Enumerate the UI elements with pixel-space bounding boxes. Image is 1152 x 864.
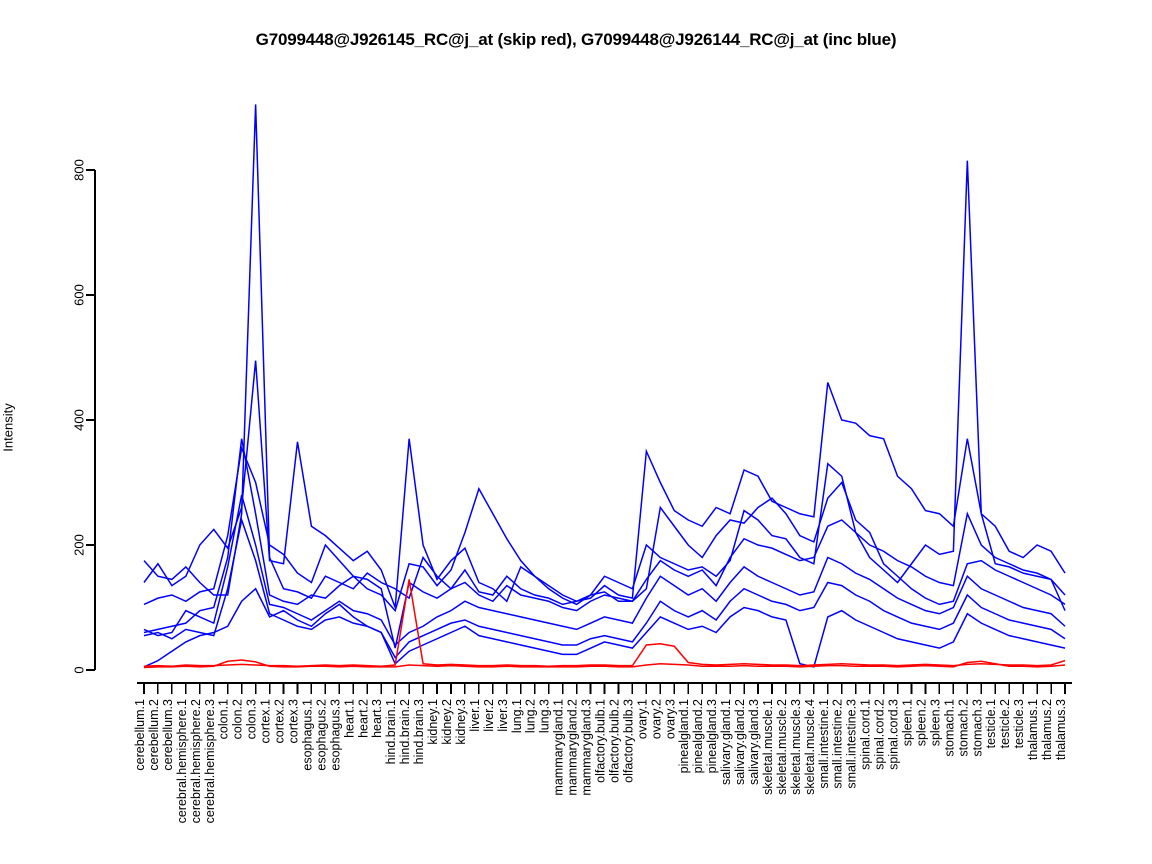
x-tick-label: cerebral.hemisphere.2	[189, 699, 203, 823]
x-tick-label: lung.3	[538, 699, 552, 733]
y-tick-label: 800	[71, 159, 86, 181]
series-line	[143, 494, 1066, 647]
x-tick-label: mammarygland.3	[580, 699, 594, 796]
x-tick-label: skeletal.muscle.1	[761, 699, 775, 795]
x-tick-label: colon.3	[245, 699, 259, 739]
x-axis	[137, 682, 1072, 694]
x-tick-label: pinealgland.2	[691, 699, 705, 773]
x-tick-label: spleen.1	[901, 699, 915, 746]
x-tick-label: esophagus.1	[300, 699, 314, 771]
x-tick-label: cerebral.hemisphere.1	[175, 699, 189, 823]
x-tick-label: cortex.2	[273, 699, 287, 744]
x-tick-label: hind.brain.3	[412, 699, 426, 764]
y-tick-label: 200	[71, 534, 86, 556]
x-tick-label: salivary.gland.2	[733, 699, 747, 785]
x-tick-label: spinal.cord.1	[859, 699, 873, 770]
x-tick-label: thalamus.3	[1054, 699, 1068, 760]
x-tick-label: ovary.1	[635, 699, 649, 739]
x-tick-label: esophagus.2	[314, 699, 328, 771]
x-tick-label: mammarygland.1	[552, 699, 566, 796]
x-tick-label: stomach.1	[942, 699, 956, 757]
series-line	[143, 659, 1066, 669]
x-tick-label: cortex.1	[259, 699, 273, 744]
x-tick-label: thalamus.2	[1040, 699, 1054, 760]
x-tick-label: small.intestine.2	[831, 699, 845, 789]
x-tick-label: cortex.3	[286, 699, 300, 744]
x-tick-label: thalamus.1	[1026, 699, 1040, 760]
x-tick-label: heart.1	[342, 699, 356, 738]
x-tick-label: cerebellum.2	[147, 699, 161, 771]
series-line	[143, 587, 1066, 668]
x-tick-label: cerebellum.3	[161, 699, 175, 771]
x-tick-label: liver.1	[468, 699, 482, 732]
x-tick-label: kidney.3	[454, 699, 468, 745]
x-tick-label: pinealgland.3	[705, 699, 719, 773]
x-tick-label: skeletal.muscle.2	[775, 699, 789, 795]
x-tick-label: kidney.1	[426, 699, 440, 745]
x-tick-label: stomach.3	[970, 699, 984, 757]
x-tick-label: colon.2	[231, 699, 245, 739]
x-tick-label: cerebellum.1	[133, 699, 147, 771]
x-tick-label: spinal.cord.3	[887, 699, 901, 770]
x-tick-label: esophagus.3	[328, 699, 342, 771]
x-tick-label: small.intestine.3	[845, 699, 859, 789]
x-tick-label: olfactory.bulb.2	[607, 699, 621, 783]
x-tick-label: testicle.3	[1012, 699, 1026, 748]
series-line	[143, 104, 1066, 606]
y-tick-label: 0	[71, 666, 86, 673]
x-tick-label: lung.2	[524, 699, 538, 733]
series-line	[143, 438, 1066, 649]
series-line	[143, 360, 1066, 608]
x-tick-label: spinal.cord.2	[873, 699, 887, 770]
series-line	[143, 445, 1066, 613]
x-tick-label: hind.brain.2	[398, 699, 412, 764]
x-tick-label: spleen.2	[914, 699, 928, 746]
x-tick-label: liver.2	[482, 699, 496, 732]
x-tick-label: stomach.2	[956, 699, 970, 757]
x-tick-label: ovary.2	[649, 699, 663, 739]
y-tick-label: 400	[71, 409, 86, 431]
x-tick-label: spleen.3	[928, 699, 942, 746]
y-tick-label: 600	[71, 284, 86, 306]
x-tick-label: olfactory.bulb.1	[594, 699, 608, 783]
series-lines	[143, 104, 1066, 669]
x-tick-label: salivary.gland.3	[747, 699, 761, 785]
x-tick-label: liver.3	[496, 699, 510, 732]
series-line	[143, 517, 1066, 659]
x-tick-label: skeletal.muscle.4	[803, 699, 817, 795]
x-tick-label: testicle.1	[984, 699, 998, 748]
y-axis: 0 200 400 600 800	[71, 159, 96, 674]
x-tick-label: pinealgland.1	[677, 699, 691, 773]
x-tick-label: heart.2	[356, 699, 370, 738]
x-tick-labels: cerebellum.1 cerebellum.2 cerebellum.3 cere…	[133, 699, 1068, 823]
x-tick-label: olfactory.bulb.3	[621, 699, 635, 783]
x-tick-label: colon.1	[217, 699, 231, 739]
x-tick-label: small.intestine.1	[817, 699, 831, 789]
x-tick-label: mammarygland.2	[566, 699, 580, 796]
x-tick-label: skeletal.muscle.3	[789, 699, 803, 795]
x-tick-label: lung.1	[510, 699, 524, 733]
page-title: G7099448@J926145_RC@j_at (skip red), G70…	[255, 30, 897, 49]
x-tick-label: heart.3	[370, 699, 384, 738]
x-tick-label: ovary.3	[663, 699, 677, 739]
x-tick-label: hind.brain.1	[384, 699, 398, 764]
x-tick-label: testicle.2	[998, 699, 1012, 748]
x-tick-label: kidney.2	[440, 699, 454, 745]
x-tick-label: salivary.gland.1	[719, 699, 733, 785]
x-tick-label: cerebral.hemisphere.3	[203, 699, 217, 823]
